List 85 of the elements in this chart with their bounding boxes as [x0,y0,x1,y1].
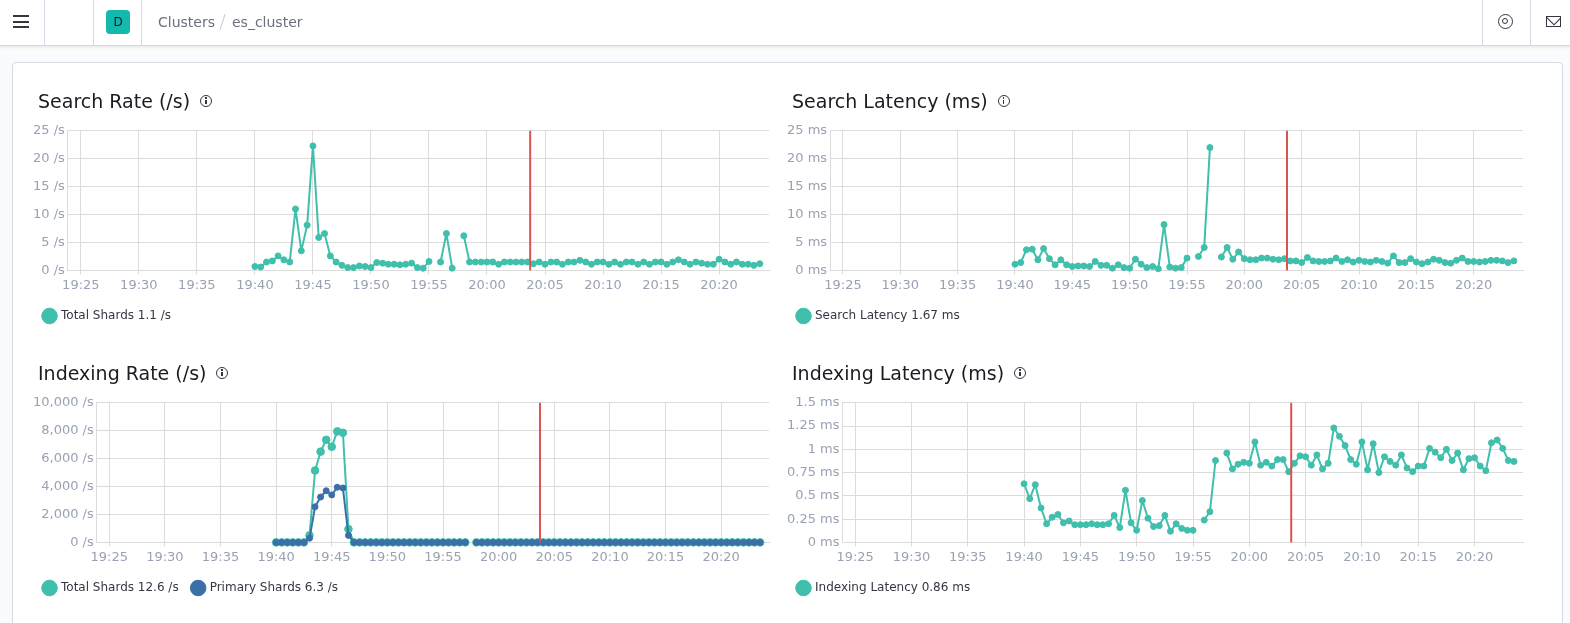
x-tick-label: 19:25 [90,548,128,564]
x-tick-label: 20:00 [1225,276,1264,292]
x-tick-label: 19:25 [62,276,100,292]
x-tick-label: 19:40 [1005,548,1043,564]
x-tick-label: 19:40 [996,276,1034,292]
y-tick-label: 10 ms [786,205,828,221]
x-tick-label: 20:10 [584,276,622,292]
y-tick-label: 15 /s [33,178,66,194]
x-tick-label: 19:30 [146,548,184,564]
x-tick-label: 20:00 [468,276,506,292]
x-tick-label: 20:15 [1399,548,1437,564]
chart-title: Search Rate (/s) [38,90,191,112]
x-tick-label: 20:10 [591,548,629,564]
x-tick-label: 20:10 [1340,276,1378,292]
x-tick-label: 20:20 [1454,276,1493,292]
y-tick-label: 2,000 /s [41,505,94,521]
chart-title: Search Latency (ms) [792,90,988,112]
legend-label: Total Shards 12.6 /s [60,580,179,595]
x-tick-label: 19:55 [1168,276,1206,292]
y-tick-label: 6,000 /s [41,450,94,466]
x-tick-label: 20:20 [700,276,738,292]
legend-label: Indexing Latency 0.86 ms [815,580,971,595]
x-tick-label: 20:00 [1230,548,1269,564]
x-tick-label: 19:30 [881,276,920,292]
x-tick-label: 20:15 [642,276,680,292]
x-tick-label: 20:10 [1343,548,1381,564]
x-tick-label: 20:05 [535,548,573,564]
legend-label: Total Shards 1.1 /s [60,308,172,323]
text: Clusters [158,14,215,30]
y-tick-label: 25 /s [33,122,66,138]
x-tick-label: 19:55 [410,276,448,292]
x-tick-label: 19:50 [352,276,390,292]
y-tick-label: 0.75 ms [787,463,840,479]
y-tick-label: 1 ms [807,440,840,456]
y-tick-label: 0.5 ms [795,487,840,503]
y-tick-label: 15 ms [786,178,828,194]
x-tick-label: 19:50 [368,548,407,564]
x-tick-label: 19:55 [1174,548,1212,564]
x-tick-label: 19:55 [424,548,462,564]
y-tick-label: 0.25 ms [787,510,840,526]
x-tick-label: 20:20 [1455,548,1494,564]
x-tick-label: 19:50 [1110,276,1149,292]
x-tick-label: 19:35 [201,548,240,564]
y-tick-label: 10 /s [33,205,66,221]
x-tick-label: 19:40 [236,276,274,292]
legend-label: Search Latency 1.67 ms [815,308,960,323]
x-tick-label: 20:05 [1286,548,1325,564]
y-tick-label: 1.5 ms [795,394,840,410]
x-tick-label: 19:45 [313,548,351,564]
x-tick-label: 19:25 [824,276,862,292]
y-tick-label: 0 ms [795,261,828,277]
x-tick-label: 19:25 [836,548,874,564]
y-tick-label: 5 ms [795,233,828,249]
x-tick-label: 20:15 [1397,276,1436,292]
x-tick-label: 19:35 [938,276,977,292]
x-tick-label: 19:45 [1053,276,1092,292]
legend-label: Primary Shards 6.3 /s [209,580,339,595]
y-tick-label: 20 ms [786,150,828,166]
x-tick-label: 19:50 [1117,548,1156,564]
y-tick-label: 1.25 ms [787,417,840,433]
y-tick-label: 0 ms [807,533,840,549]
x-tick-label: 19:40 [257,548,295,564]
text: es_cluster [232,14,303,30]
x-tick-label: 20:05 [526,276,564,292]
x-tick-label: 19:35 [949,548,987,564]
x-tick-label: 20:15 [646,548,685,564]
x-tick-label: 19:30 [892,548,931,564]
y-tick-label: 25 ms [786,122,828,138]
text: D [106,10,130,34]
chart-title: Indexing Latency (ms) [792,362,1005,384]
x-tick-label: 19:35 [178,276,216,292]
y-tick-label: 8,000 /s [41,422,94,438]
chart-title: Indexing Rate (/s) [38,362,207,384]
y-tick-label: 0 /s [41,261,66,277]
x-tick-label: 20:05 [1282,276,1321,292]
y-tick-label: 5 /s [41,233,66,249]
x-tick-label: 19:45 [1061,548,1100,564]
x-tick-label: 20:20 [702,548,740,564]
x-tick-label: 20:00 [479,548,518,564]
x-tick-label: 19:30 [120,276,158,292]
y-tick-label: 4,000 /s [41,477,94,493]
y-tick-label: 20 /s [33,150,66,166]
y-tick-label: 0 /s [70,533,94,549]
x-tick-label: 19:45 [294,276,332,292]
y-tick-label: 10,000 /s [32,394,94,410]
